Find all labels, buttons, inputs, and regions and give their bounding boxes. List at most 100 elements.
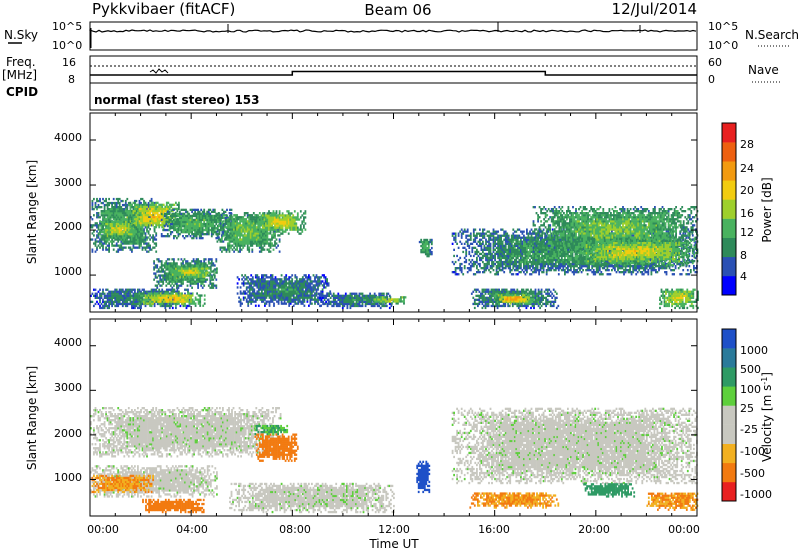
- range-gate-cell: [247, 305, 249, 307]
- range-gate-cell: [98, 204, 100, 206]
- range-gate-cell: [320, 276, 322, 278]
- range-gate-cell: [197, 260, 199, 262]
- range-gate-cell: [193, 258, 195, 260]
- range-gate-cell: [284, 294, 286, 296]
- frequency-panel: Freq. [MHz] 16 8 60 0 Nave: [2, 55, 782, 86]
- freq-label-top: Freq.: [6, 55, 36, 69]
- range-gate-cell: [276, 288, 278, 290]
- range-gate-cell: [192, 270, 194, 272]
- range-gate-cell: [293, 292, 295, 294]
- range-gate-cell: [258, 294, 260, 296]
- range-gate-cell: [214, 209, 216, 211]
- range-gate-cell: [292, 218, 294, 220]
- range-gate-cell: [258, 284, 260, 286]
- range-gate-cell: [102, 305, 104, 307]
- range-gate-cell: [285, 218, 287, 220]
- range-gate-cell: [273, 303, 275, 305]
- range-gate-cell: [190, 285, 192, 287]
- range-gate-cell: [288, 278, 290, 280]
- range-gate-cell: [149, 228, 151, 230]
- range-gate-cell: [96, 301, 98, 303]
- range-gate-cell: [190, 217, 192, 219]
- range-gate-cell: [153, 260, 155, 262]
- range-gate-cell: [227, 230, 229, 232]
- range-gate-cell: [264, 305, 266, 307]
- range-gate-cell: [148, 232, 150, 234]
- range-gate-cell: [184, 213, 186, 215]
- range-gate-cell: [162, 276, 164, 278]
- range-gate-cell: [99, 198, 101, 200]
- range-gate-cell: [267, 238, 269, 240]
- range-gate-cell: [182, 281, 184, 283]
- range-gate-cell: [113, 198, 115, 200]
- range-gate-cell: [259, 240, 261, 242]
- range-gate-cell: [182, 260, 184, 262]
- range-gate-cell: [186, 276, 188, 278]
- range-gate-cell: [230, 247, 232, 249]
- range-gate-cell: [130, 208, 132, 210]
- range-gate-cell: [171, 231, 173, 233]
- date-title: 12/Jul/2014: [612, 0, 697, 18]
- range-gate-cell: [105, 247, 107, 249]
- range-gate-cell: [261, 290, 263, 292]
- range-gate-cell: [307, 299, 309, 301]
- range-gate-cell: [170, 225, 172, 227]
- range-gate-cell: [119, 212, 121, 214]
- range-gate-cell: [276, 218, 278, 220]
- range-gate-cell: [247, 303, 249, 305]
- power-data-cells: [90, 198, 699, 309]
- range-gate-cell: [311, 286, 313, 288]
- range-gate-cell: [232, 222, 234, 224]
- range-gate-cell: [99, 299, 101, 301]
- freq-tick-top: 16: [62, 56, 76, 69]
- range-gate-cell: [119, 235, 121, 237]
- range-gate-cell: [128, 247, 130, 249]
- range-gate-cell: [189, 272, 191, 274]
- range-gate-cell: [273, 210, 275, 212]
- range-gate-cell: [212, 287, 214, 289]
- range-gate-cell: [215, 279, 217, 281]
- range-gate-cell: [246, 288, 248, 290]
- range-gate-cell: [208, 227, 210, 229]
- range-gate-cell: [93, 208, 95, 210]
- range-gate-cell: [210, 270, 212, 272]
- range-gate-cell: [190, 281, 192, 283]
- range-gate-cell: [176, 237, 178, 239]
- range-gate-cell: [272, 276, 274, 278]
- range-gate-cell: [302, 282, 304, 284]
- range-gate-cell: [210, 278, 212, 280]
- range-gate-cell: [145, 232, 147, 234]
- range-gate-cell: [211, 276, 213, 278]
- range-gate-cell: [170, 285, 172, 287]
- range-gate-cell: [264, 220, 266, 222]
- range-gate-cell: [292, 224, 294, 226]
- range-gate-cell: [102, 218, 104, 220]
- range-gate-cell: [92, 293, 94, 295]
- range-gate-cell: [93, 224, 95, 226]
- range-gate-cell: [104, 208, 106, 210]
- range-gate-cell: [181, 231, 183, 233]
- range-gate-cell: [230, 214, 232, 216]
- range-gate-cell: [120, 206, 122, 208]
- range-gate-cell: [203, 285, 205, 287]
- range-gate-cell: [286, 229, 288, 231]
- range-gate-cell: [102, 299, 104, 301]
- range-gate-cell: [276, 231, 278, 233]
- range-gate-cell: [293, 284, 295, 286]
- range-gate-cell: [250, 301, 252, 303]
- range-gate-cell: [130, 293, 132, 295]
- range-gate-cell: [172, 278, 174, 280]
- range-gate-cell: [92, 251, 94, 253]
- range-gate-cell: [178, 208, 180, 210]
- range-gate-cell: [130, 202, 132, 204]
- range-gate-cell: [163, 218, 165, 220]
- range-gate-cell: [302, 280, 304, 282]
- range-gate-cell: [93, 295, 95, 297]
- range-gate-cell: [191, 287, 193, 289]
- range-gate-cell: [277, 245, 279, 247]
- range-gate-cell: [178, 287, 180, 289]
- range-gate-cell: [267, 231, 269, 233]
- range-gate-cell: [264, 249, 266, 251]
- range-gate-cell: [111, 231, 113, 233]
- range-gate-cell: [302, 294, 304, 296]
